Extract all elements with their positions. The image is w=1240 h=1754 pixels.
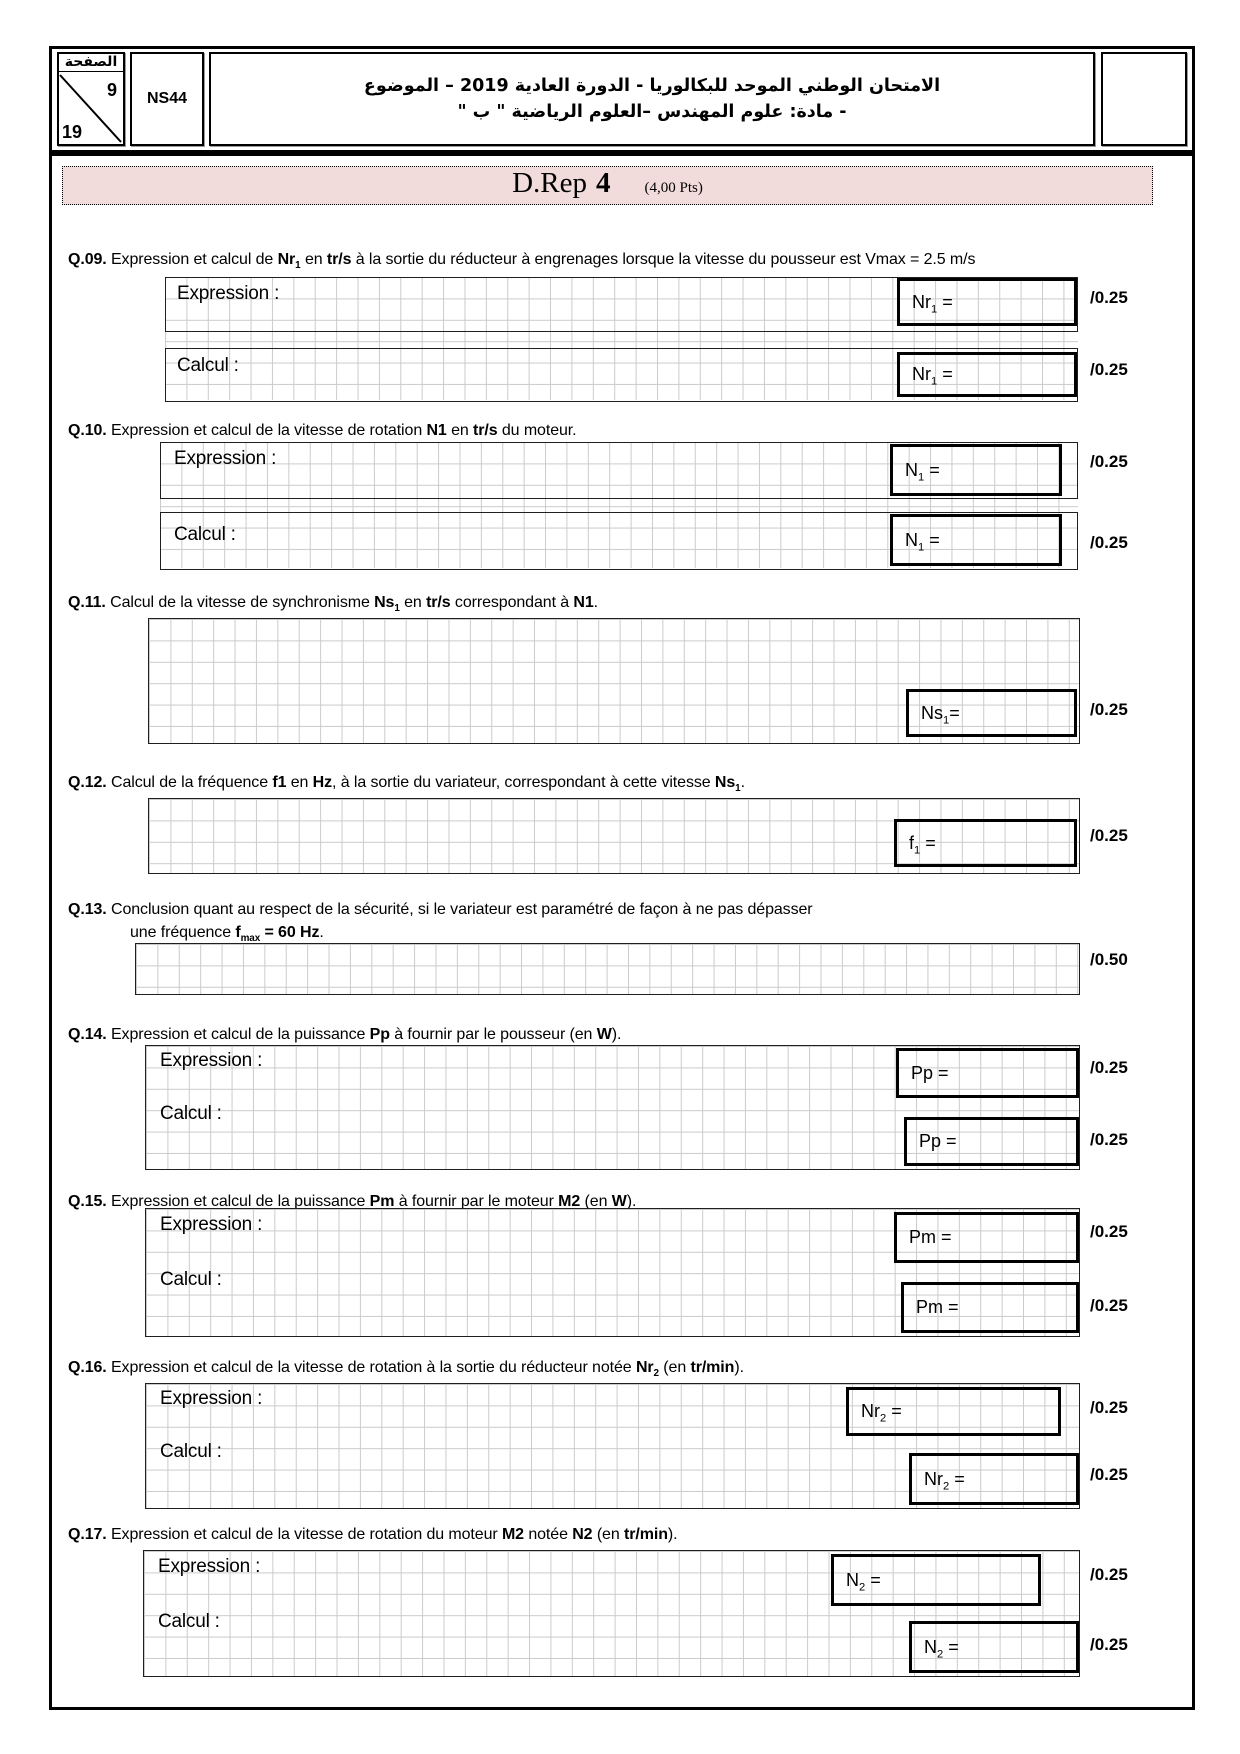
result-box-label: Nr1 = xyxy=(912,364,953,388)
result-box-label: Nr2 = xyxy=(924,1468,965,1493)
answer-area-q14[interactable]: Expression : Calcul : Pp = Pp = xyxy=(145,1045,1080,1170)
expression-subbox-q09[interactable] xyxy=(165,277,1078,332)
exam-code: NS44 xyxy=(146,90,188,107)
expression-label: Expression : xyxy=(160,1050,263,1071)
section-number: 4 xyxy=(596,167,611,199)
question-text-q14: Q.14. Expression et calcul de la puissan… xyxy=(68,1026,622,1043)
score-q14-1: /0.25 xyxy=(1090,1058,1128,1077)
result-box-pp-expression[interactable]: Pp = xyxy=(896,1048,1079,1098)
score-q17-1: /0.25 xyxy=(1090,1565,1128,1584)
result-box-pp-calcul[interactable]: Pp = xyxy=(904,1117,1079,1166)
result-box-pm-expression[interactable]: Pm = xyxy=(894,1212,1079,1263)
section-points: (4,00 Pts) xyxy=(644,180,703,196)
exam-code-box: NS44 xyxy=(130,52,204,146)
result-box-label: N2 = xyxy=(846,1569,881,1594)
result-box-n2-calcul[interactable]: N2 = xyxy=(909,1621,1079,1673)
score-q16-1: /0.25 xyxy=(1090,1398,1128,1417)
calcul-label: Calcul : xyxy=(160,1441,222,1462)
result-box-nr1-expression[interactable]: Nr1 = xyxy=(897,278,1077,326)
score-q17-2: /0.25 xyxy=(1090,1635,1128,1654)
result-box-label: N2 = xyxy=(924,1636,959,1661)
page-current: 9 xyxy=(106,80,117,100)
question-text-q10: Q.10. Expression et calcul de la vitesse… xyxy=(68,422,577,439)
expression-label: Expression : xyxy=(174,448,277,469)
answer-area-q16[interactable]: Expression : Calcul : Nr2 = Nr2 = xyxy=(145,1383,1080,1509)
result-box-nr1-calcul[interactable]: Nr1 = xyxy=(897,352,1077,397)
question-text-q13-line2: une fréquence fmax = 60 Hz. xyxy=(130,924,324,945)
page-total: 19 xyxy=(62,122,83,142)
result-box-label: Pm = xyxy=(909,1227,952,1247)
exam-title-line1: الامتحان الوطني الموحد للبكالوريا - الدو… xyxy=(363,76,941,96)
question-text-q12: Q.12. Calcul de la fréquence f1 en Hz, à… xyxy=(68,774,745,795)
result-box-label: Pp = xyxy=(911,1062,949,1083)
result-box-label: Pm = xyxy=(916,1297,959,1317)
calcul-label: Calcul : xyxy=(160,1103,222,1124)
result-box-label: N1 = xyxy=(905,529,940,554)
result-box-label: N1 = xyxy=(905,459,940,484)
calcul-label: Calcul : xyxy=(160,1269,222,1290)
question-text-q13-line1: Q.13. Conclusion quant au respect de la … xyxy=(68,901,813,918)
calcul-label: Calcul : xyxy=(158,1611,220,1632)
question-text-q09: Q.09. Expression et calcul de Nr1 en tr/… xyxy=(68,251,976,272)
answer-area-q09[interactable]: Expression : Calcul : Nr1 = Nr1 = xyxy=(165,277,1078,402)
question-text-q15: Q.15. Expression et calcul de la puissan… xyxy=(68,1193,637,1210)
result-box-label: Nr2 = xyxy=(861,1401,902,1425)
result-box-label: f1 = xyxy=(909,832,936,857)
result-box-label: Ns1= xyxy=(921,702,960,727)
answer-area-q11[interactable]: Ns1= xyxy=(148,618,1080,744)
score-q12-1: /0.25 xyxy=(1090,826,1128,845)
score-q11-1: /0.25 xyxy=(1090,700,1128,719)
diagonal-line xyxy=(59,74,122,143)
score-q15-1: /0.25 xyxy=(1090,1222,1128,1241)
question-text-q17: Q.17. Expression et calcul de la vitesse… xyxy=(68,1526,678,1543)
score-q15-2: /0.25 xyxy=(1090,1296,1128,1315)
calcul-label: Calcul : xyxy=(174,524,236,545)
answer-area-q17[interactable]: Expression : Calcul : N2 = N2 = xyxy=(143,1550,1080,1677)
score-q09-1: /0.25 xyxy=(1090,288,1128,307)
expression-label: Expression : xyxy=(160,1214,263,1235)
answer-area-q15[interactable]: Expression : Calcul : Pm = Pm = xyxy=(145,1208,1080,1337)
calcul-subbox-q09[interactable] xyxy=(165,348,1078,402)
section-banner: D.Rep 4 (4,00 Pts) xyxy=(62,166,1153,205)
answer-area-q13[interactable] xyxy=(135,943,1080,995)
score-q14-2: /0.25 xyxy=(1090,1130,1128,1149)
expression-label: Expression : xyxy=(158,1556,261,1577)
score-q16-2: /0.25 xyxy=(1090,1465,1128,1484)
score-q10-2: /0.25 xyxy=(1090,533,1128,552)
result-box-label: Nr1 = xyxy=(912,291,953,316)
question-text-q11: Q.11. Calcul de la vitesse de synchronis… xyxy=(68,594,599,615)
expression-label: Expression : xyxy=(160,1388,263,1409)
result-box-nr2-expression[interactable]: Nr2 = xyxy=(846,1387,1061,1436)
exam-title-box: الامتحان الوطني الموحد للبكالوريا - الدو… xyxy=(209,52,1095,146)
exam-title-line2: - مادة: علوم المهندس –العلوم الرياضية " … xyxy=(457,102,847,122)
calcul-label: Calcul : xyxy=(177,355,239,376)
header-empty-box xyxy=(1101,52,1187,146)
answer-area-q10[interactable]: Expression : Calcul : N1 = N1 = xyxy=(160,442,1078,570)
score-q09-2: /0.25 xyxy=(1090,360,1128,379)
result-box-pm-calcul[interactable]: Pm = xyxy=(901,1282,1079,1333)
calcul-subbox-q10[interactable] xyxy=(160,512,1078,570)
expression-label: Expression : xyxy=(177,283,280,304)
result-box-label: Pp = xyxy=(919,1131,957,1151)
score-q13-1: /0.50 xyxy=(1090,950,1128,969)
answer-area-q12[interactable]: f1 = xyxy=(148,798,1080,874)
score-q10-1: /0.25 xyxy=(1090,452,1128,471)
page-label: الصفحة xyxy=(59,54,123,72)
expression-subbox-q10[interactable] xyxy=(160,442,1078,499)
result-box-n1-expression[interactable]: N1 = xyxy=(890,444,1062,496)
result-box-ns1[interactable]: Ns1= xyxy=(906,689,1077,737)
section-title: D.Rep xyxy=(512,167,588,199)
result-box-n2-expression[interactable]: N2 = xyxy=(831,1554,1041,1606)
question-text-q16: Q.16. Expression et calcul de la vitesse… xyxy=(68,1359,744,1380)
result-box-f1[interactable]: f1 = xyxy=(894,819,1077,867)
result-box-n1-calcul[interactable]: N1 = xyxy=(890,514,1062,566)
result-box-nr2-calcul[interactable]: Nr2 = xyxy=(909,1453,1079,1505)
page-number-box: الصفحة 9 19 xyxy=(57,52,125,146)
